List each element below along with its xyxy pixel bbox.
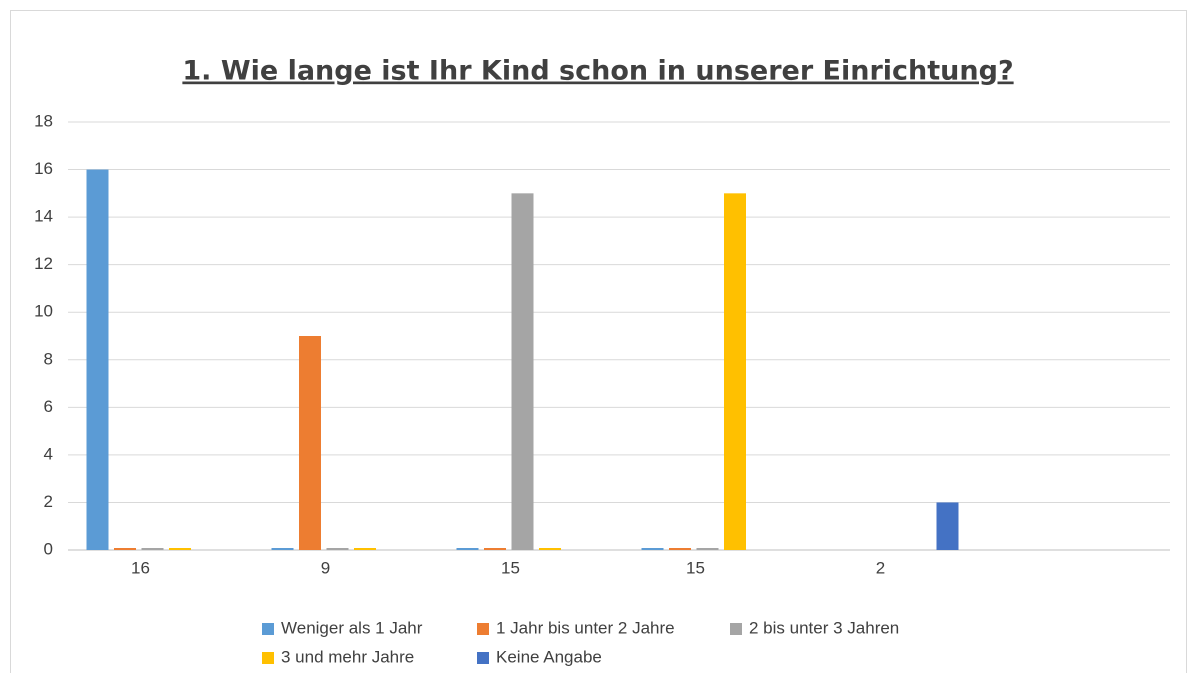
y-tick-label: 6 <box>44 397 53 416</box>
chart-frame <box>10 10 1187 678</box>
bar <box>141 548 164 550</box>
chart-title: 1. Wie lange ist Ihr Kind schon in unser… <box>182 56 1013 87</box>
y-tick-label: 18 <box>34 111 53 130</box>
legend-label: 1 Jahr bis unter 2 Jahre <box>496 618 675 637</box>
bar <box>484 548 506 550</box>
legend-swatch <box>730 623 742 635</box>
bar <box>354 548 376 550</box>
bar <box>271 548 294 550</box>
y-tick-label: 14 <box>34 207 53 226</box>
bar <box>641 548 664 550</box>
x-tick-label: 16 <box>131 558 150 577</box>
y-tick-label: 8 <box>44 349 53 368</box>
bar <box>724 193 746 551</box>
y-tick-label: 0 <box>44 539 53 558</box>
bar <box>299 336 321 550</box>
bar <box>936 502 959 550</box>
bar <box>169 548 191 550</box>
bar <box>114 548 136 550</box>
bar <box>511 193 534 551</box>
y-tick-label: 4 <box>44 444 53 463</box>
legend-label: Keine Angabe <box>496 647 602 666</box>
y-tick-label: 2 <box>44 492 53 511</box>
bar <box>539 548 561 550</box>
legend-label: Weniger als 1 Jahr <box>281 618 423 637</box>
bar <box>86 169 109 551</box>
x-tick-label: 15 <box>501 558 520 577</box>
y-tick-label: 10 <box>34 302 53 321</box>
legend-label: 3 und mehr Jahre <box>281 647 414 666</box>
x-tick-label: 15 <box>686 558 705 577</box>
x-tick-label: 2 <box>876 558 885 577</box>
bar <box>456 548 479 550</box>
legend-label: 2 bis unter 3 Jahren <box>749 618 899 637</box>
bar <box>326 548 349 550</box>
legend-swatch <box>262 623 274 635</box>
x-tick-label: 9 <box>321 558 330 577</box>
bar <box>696 548 719 550</box>
y-tick-label: 16 <box>34 159 53 178</box>
bar <box>669 548 691 550</box>
legend-swatch <box>477 623 489 635</box>
legend-swatch <box>262 652 274 664</box>
y-tick-label: 12 <box>34 254 53 273</box>
legend-swatch <box>477 652 489 664</box>
